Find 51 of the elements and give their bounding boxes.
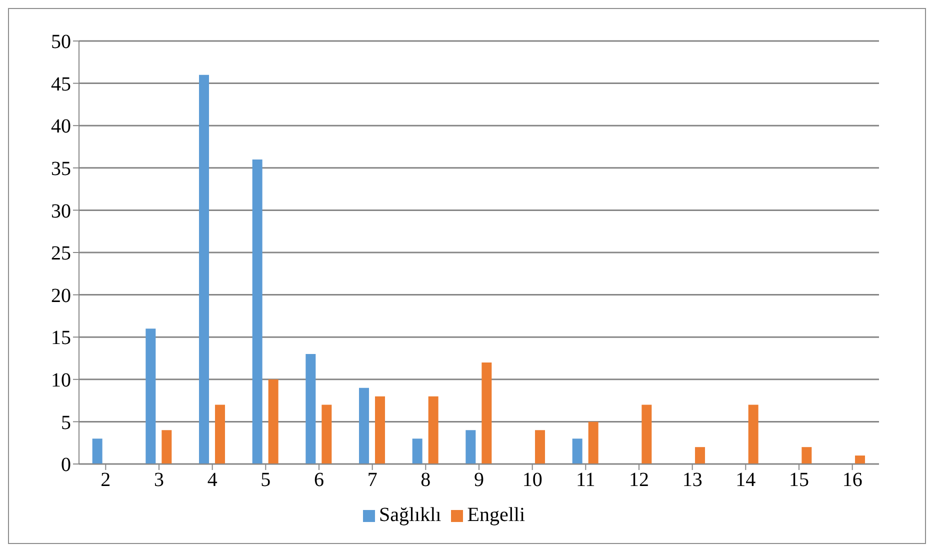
- bar: [572, 438, 582, 464]
- bar: [146, 328, 156, 464]
- x-tick-label: 13: [682, 469, 702, 492]
- x-tick-label: 14: [736, 469, 756, 492]
- x-tick-label: 15: [789, 469, 809, 492]
- legend-label: Engelli: [467, 504, 525, 526]
- bar: [252, 159, 262, 464]
- x-tick-label: 8: [420, 469, 431, 492]
- y-tick-label: 20: [51, 284, 71, 307]
- bar: [588, 422, 598, 464]
- bar: [412, 438, 422, 464]
- y-tick-label: 40: [51, 116, 71, 138]
- bar: [215, 404, 225, 464]
- x-tick-label: 7: [367, 469, 378, 492]
- y-tick-label: 15: [51, 327, 71, 350]
- x-tick-label: 11: [576, 469, 596, 492]
- bar: [802, 447, 812, 464]
- x-tick-label: 3: [154, 469, 164, 492]
- bar: [306, 354, 316, 464]
- y-tick-label: 30: [51, 200, 71, 222]
- bar: [375, 396, 385, 464]
- bar: [466, 430, 476, 464]
- y-tick-label: 45: [51, 73, 71, 96]
- bar: [855, 456, 865, 464]
- x-tick-label: 10: [522, 469, 542, 492]
- bar: [695, 447, 705, 464]
- x-tick-label: 16: [842, 469, 862, 492]
- y-tick-label: 25: [51, 242, 71, 265]
- bar: [748, 404, 758, 464]
- bar: [322, 404, 332, 464]
- bar: [642, 404, 652, 464]
- y-tick-label: 5: [61, 412, 71, 434]
- bar: [482, 362, 492, 464]
- x-tick-label: 6: [314, 469, 324, 492]
- bar: [359, 388, 369, 464]
- x-tick-label: 2: [100, 469, 111, 492]
- bar: [535, 430, 545, 464]
- y-tick-label: 10: [51, 370, 71, 392]
- y-tick-label: 35: [51, 158, 71, 180]
- y-tick-label: 0: [61, 454, 71, 476]
- bar: [162, 430, 172, 464]
- bar: [92, 438, 102, 464]
- y-tick-label: 50: [51, 31, 71, 54]
- bar: [268, 379, 278, 464]
- x-tick-label: 12: [629, 469, 649, 492]
- x-tick-label: 4: [207, 469, 218, 492]
- x-tick-label: 9: [474, 469, 484, 492]
- bar: [199, 74, 209, 464]
- bar: [428, 396, 438, 464]
- legend-label: Sağlıklı: [379, 504, 442, 526]
- x-tick-label: 5: [260, 469, 271, 492]
